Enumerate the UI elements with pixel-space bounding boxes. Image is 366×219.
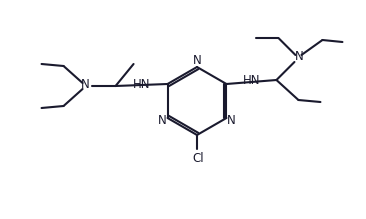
Text: Cl: Cl — [192, 152, 204, 166]
Text: N: N — [295, 49, 304, 62]
Text: N: N — [193, 55, 201, 67]
Text: N: N — [227, 115, 236, 127]
Text: N: N — [158, 115, 167, 127]
Text: HN: HN — [133, 78, 150, 92]
Text: HN: HN — [243, 74, 260, 88]
Text: N: N — [81, 78, 90, 90]
